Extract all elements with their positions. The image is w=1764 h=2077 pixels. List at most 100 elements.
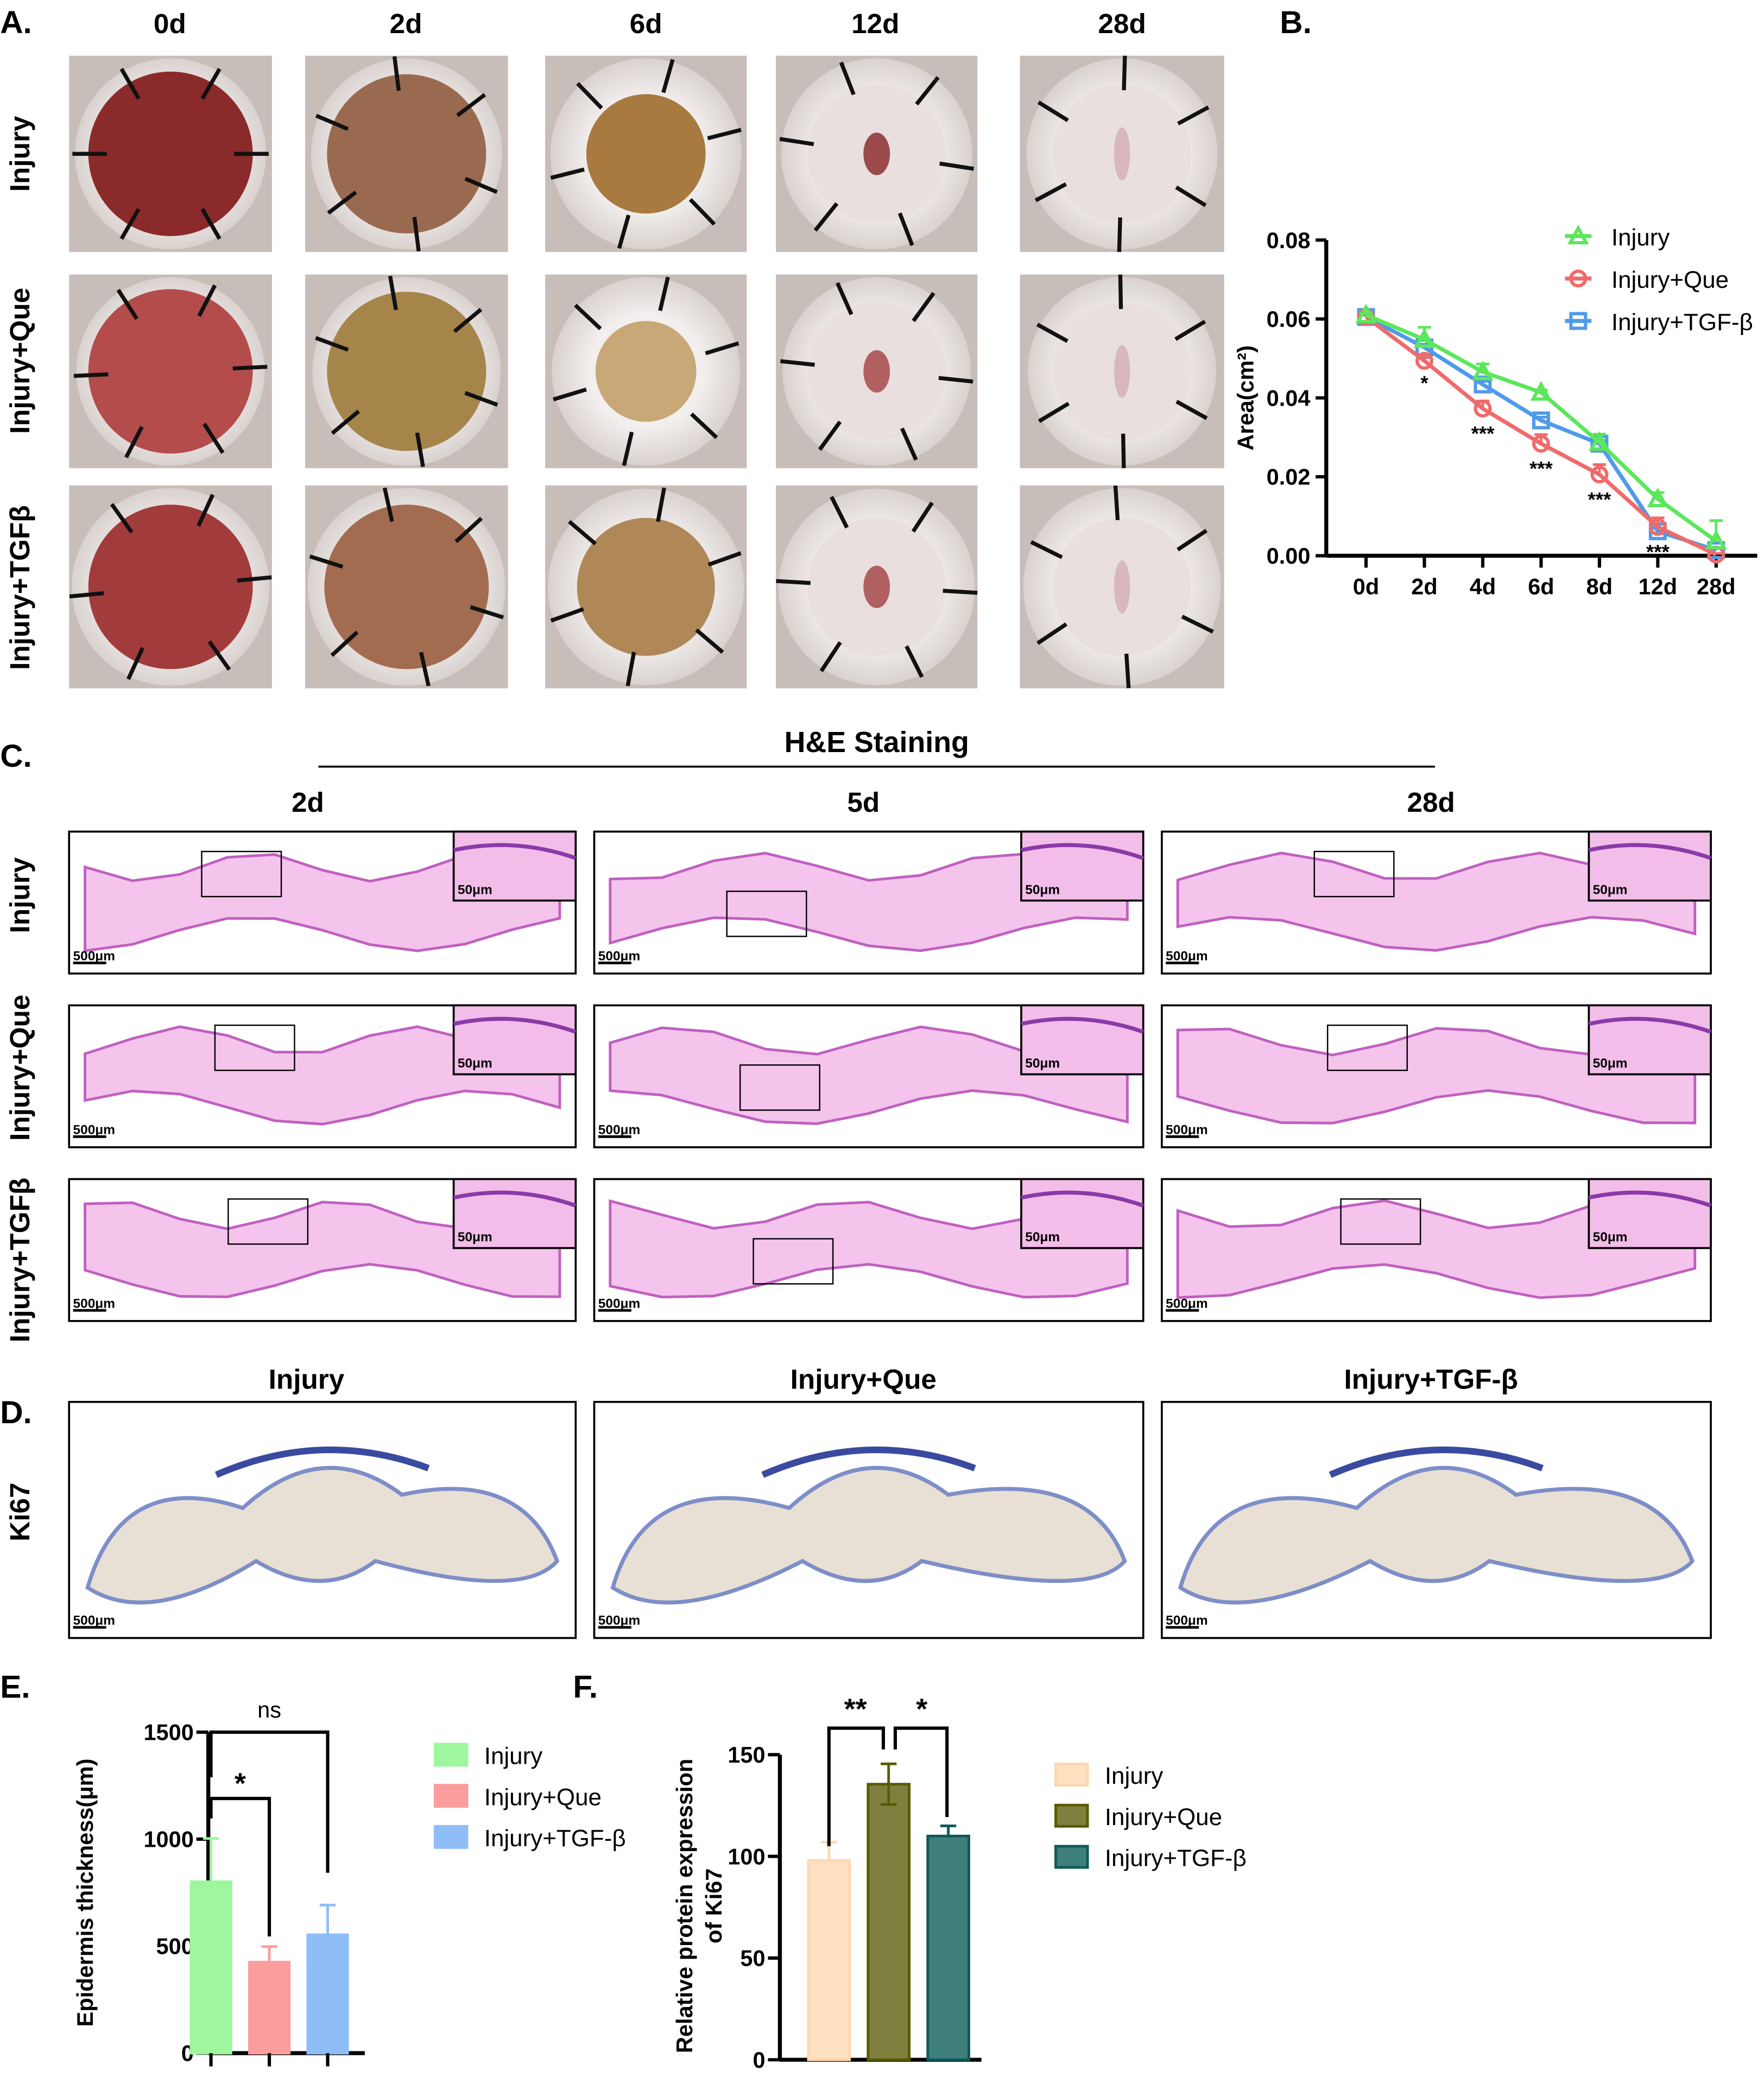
suture xyxy=(197,494,215,527)
suture xyxy=(415,432,425,468)
suture xyxy=(1030,540,1063,559)
suture xyxy=(1036,323,1068,343)
suture xyxy=(1121,433,1126,469)
suture xyxy=(912,292,935,323)
inset-image xyxy=(1588,1178,1712,1249)
suture xyxy=(331,409,360,435)
suture xyxy=(315,113,349,131)
legend-swatch xyxy=(1054,1763,1089,1787)
inset-image xyxy=(452,830,577,902)
data-point xyxy=(1530,381,1552,401)
data-point xyxy=(1474,399,1492,418)
scale-label: 500μm xyxy=(1166,949,1207,963)
panel-label: F. xyxy=(573,1669,598,1704)
suture xyxy=(915,76,940,106)
suture xyxy=(1117,217,1122,252)
row-label: Injury+TGFβ xyxy=(4,505,35,670)
tissue-section xyxy=(1176,1025,1697,1125)
legend-label: Injury+Que xyxy=(1611,267,1729,293)
epidermis-line xyxy=(1021,1017,1144,1034)
suture xyxy=(1174,319,1206,341)
zoom-box xyxy=(1340,1198,1421,1245)
suture xyxy=(203,422,225,454)
suture xyxy=(1177,529,1208,552)
wound-area xyxy=(324,504,489,670)
scale-label: 500μm xyxy=(598,1122,640,1137)
legend-swatch xyxy=(433,1784,469,1808)
inset-scale-label: 50μm xyxy=(458,1056,492,1071)
suture xyxy=(622,431,634,466)
y-tick-label: 0.06 xyxy=(1267,306,1311,332)
significance-bracket xyxy=(827,1726,885,1846)
legend-label: Injury+TGF-β xyxy=(1105,1845,1247,1872)
zoom-box xyxy=(753,1238,834,1285)
inset-image xyxy=(1020,1178,1145,1249)
suture xyxy=(1038,401,1070,423)
tissue-section xyxy=(1178,1466,1695,1605)
suture xyxy=(897,212,914,247)
wound-photo xyxy=(69,55,272,252)
data-point xyxy=(1647,487,1669,508)
epidermis-line xyxy=(1588,1190,1712,1208)
he-panel: 50μm 500μm xyxy=(1161,1178,1712,1322)
legend-label: Injury xyxy=(1611,224,1670,251)
epidermis-line xyxy=(1021,1190,1144,1208)
suture xyxy=(905,645,924,678)
inset-image xyxy=(1020,1004,1145,1076)
suture xyxy=(110,503,134,534)
suture xyxy=(688,198,716,226)
wound-area xyxy=(327,74,486,233)
epidermis-line xyxy=(214,1446,430,1478)
suture xyxy=(237,575,272,583)
epidermis-line xyxy=(453,1190,577,1208)
inset-scale-label: 50μm xyxy=(458,1230,492,1245)
wound-area xyxy=(327,292,486,451)
zoom-box xyxy=(739,1064,820,1111)
bar xyxy=(306,1933,349,2055)
wound-photo xyxy=(545,274,747,469)
row-label: Injury+Que xyxy=(4,995,35,1141)
he-panel: 50μm 500μm xyxy=(593,1004,1145,1148)
y-tick-label: 0.02 xyxy=(1267,464,1311,490)
data-point xyxy=(1413,328,1436,348)
significance-mark: *** xyxy=(1588,488,1612,510)
wound-photo xyxy=(776,274,978,469)
scale-label: 500μm xyxy=(1166,1296,1207,1311)
zoom-box xyxy=(214,1024,295,1071)
suture xyxy=(1177,105,1210,125)
he-panel: 50μm 500μm xyxy=(593,830,1145,975)
y-tick-label: 0.04 xyxy=(1267,385,1311,411)
epidermis-line xyxy=(1588,843,1712,860)
epidermis-line xyxy=(1021,843,1144,860)
wound-scar xyxy=(1114,345,1130,398)
inset-image xyxy=(1588,830,1712,902)
suture xyxy=(943,589,978,595)
suture xyxy=(456,93,486,117)
y-axis-label: Relative protein expression xyxy=(672,1759,697,2053)
suture xyxy=(116,288,139,320)
suture xyxy=(1175,400,1208,420)
inset-scale-label: 50μm xyxy=(1593,882,1628,897)
suture xyxy=(382,487,394,522)
suture xyxy=(327,191,357,215)
suture xyxy=(1124,653,1131,689)
data-point xyxy=(1648,517,1667,536)
y-tick-label: 0.08 xyxy=(1267,228,1311,253)
wound-scar xyxy=(863,565,890,608)
significance-mark: * xyxy=(235,1767,246,1800)
wound-area xyxy=(595,321,697,422)
suture xyxy=(200,67,222,100)
suture xyxy=(568,520,597,546)
suture xyxy=(707,128,742,141)
legend-label: Injury xyxy=(1105,1763,1164,1789)
he-panel: 50μm 500μm xyxy=(1161,1004,1712,1148)
suture xyxy=(1118,274,1123,310)
suture xyxy=(73,372,109,378)
scale-label: 500μm xyxy=(73,1613,115,1628)
column-header: 2d xyxy=(390,8,422,39)
bar xyxy=(189,1880,232,2055)
suture xyxy=(779,137,814,147)
legend-label: Injury+Que xyxy=(484,1784,602,1810)
suture xyxy=(200,208,222,240)
column-header: 0d xyxy=(154,8,186,39)
